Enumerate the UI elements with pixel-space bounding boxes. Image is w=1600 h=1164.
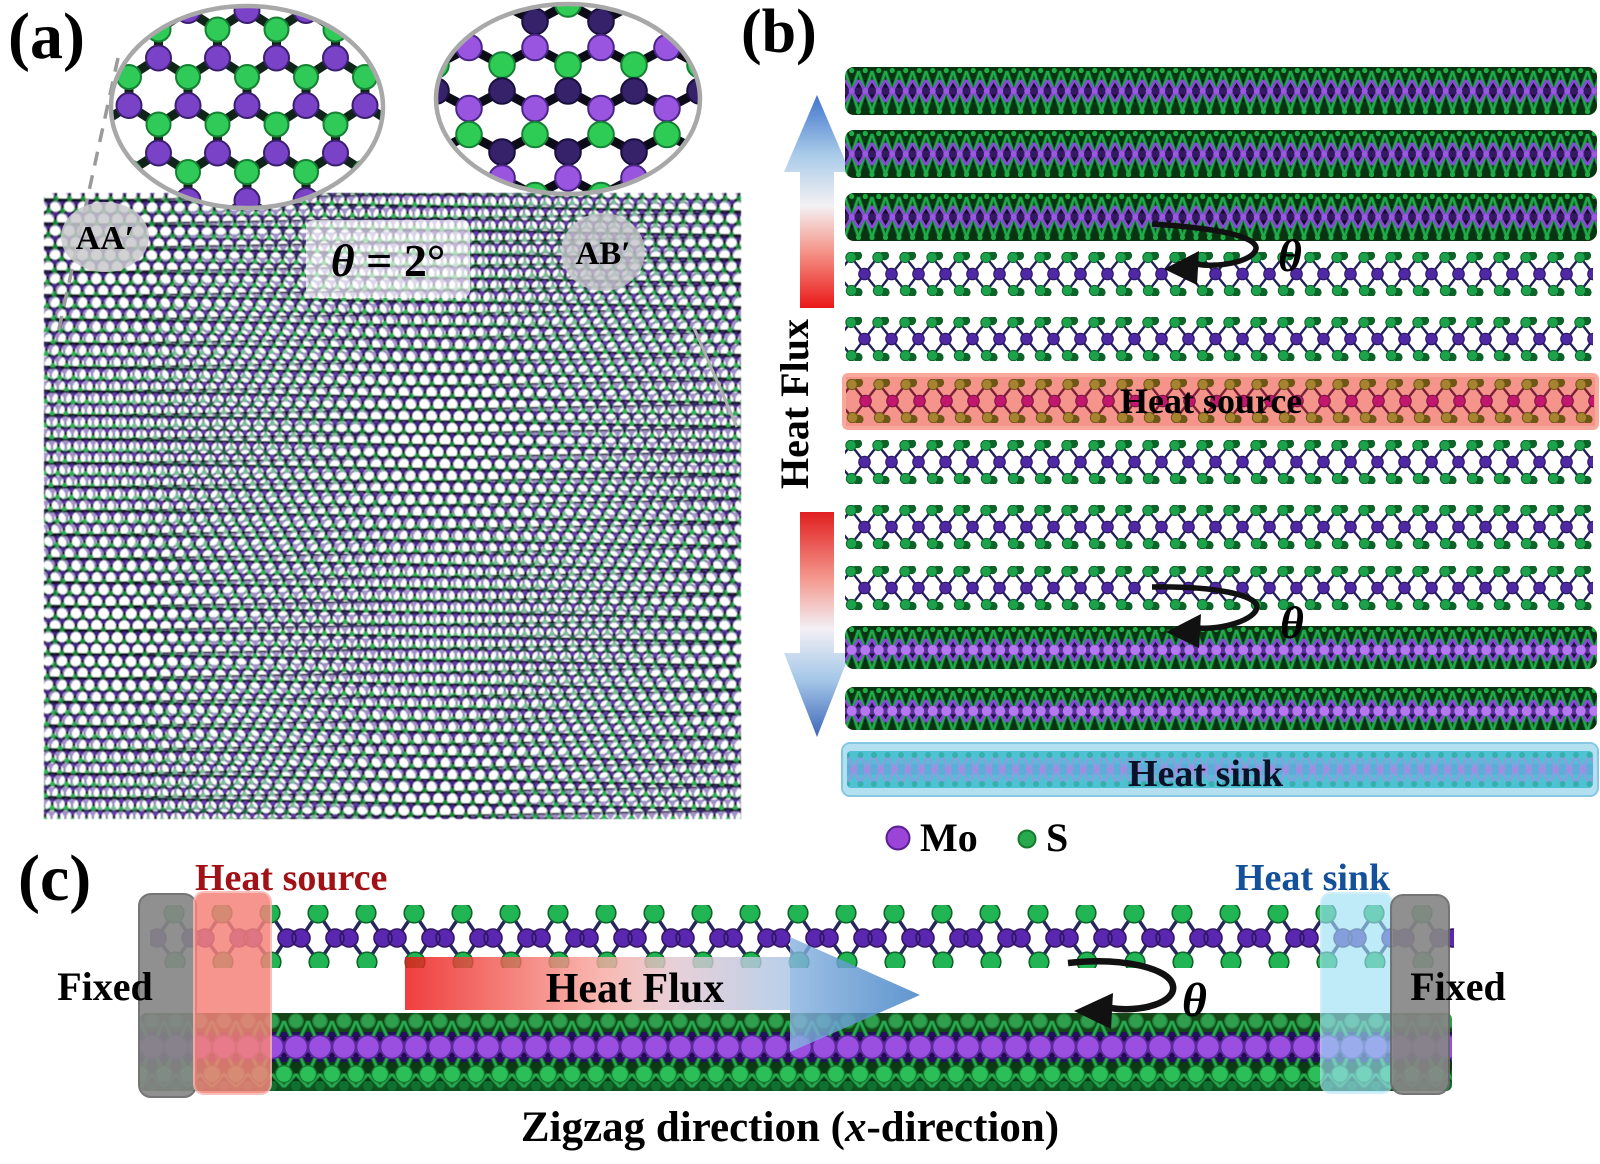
svg-text:θ: θ: [1280, 597, 1304, 648]
svg-text:Heat Flux: Heat Flux: [772, 319, 817, 489]
svg-text:Heat Flux: Heat Flux: [546, 966, 724, 1012]
svg-text:θ = 2°: θ = 2°: [331, 235, 446, 286]
svg-text:θ: θ: [1278, 230, 1302, 281]
svg-text:(c): (c): [18, 842, 91, 915]
svg-text:AA′: AA′: [76, 220, 135, 257]
svg-text:Fixed: Fixed: [1410, 964, 1506, 1009]
svg-text:Heat sink: Heat sink: [1128, 753, 1284, 795]
svg-text:Fixed: Fixed: [57, 964, 153, 1009]
svg-text:Mo: Mo: [920, 815, 978, 860]
svg-text:Zigzag direction (x-direction): Zigzag direction (x-direction): [521, 1104, 1059, 1151]
svg-text:(b): (b): [741, 0, 817, 66]
svg-text:(a): (a): [8, 0, 85, 73]
svg-text:AB′: AB′: [575, 236, 630, 272]
svg-text:θ: θ: [1182, 974, 1207, 1027]
svg-text:S: S: [1046, 815, 1068, 860]
svg-text:Heat source: Heat source: [1120, 381, 1302, 421]
